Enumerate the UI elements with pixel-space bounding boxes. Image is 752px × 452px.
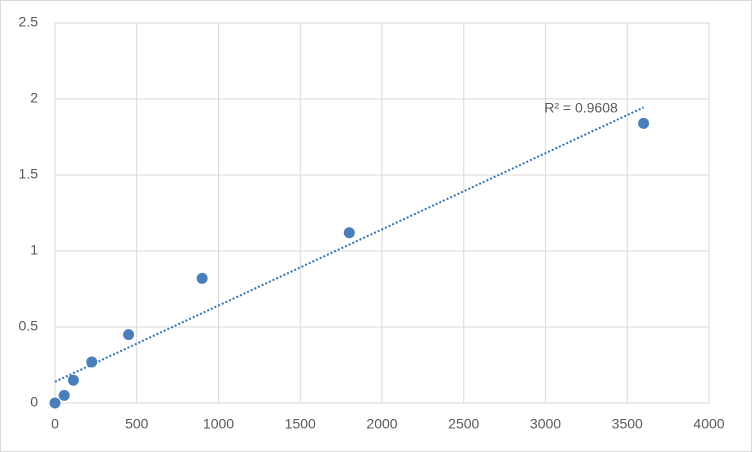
x-tick-label: 1000 (203, 416, 234, 432)
x-tick-label: 1500 (285, 416, 316, 432)
point (67, 374, 79, 386)
x-tick-label: 3500 (612, 416, 643, 432)
point (196, 272, 208, 284)
point (49, 397, 61, 409)
x-tick-label: 2500 (448, 416, 479, 432)
y-tick-label: 1.5 (19, 166, 39, 182)
point (638, 117, 650, 129)
x-tick-label: 3000 (530, 416, 561, 432)
point (86, 356, 98, 368)
point (123, 329, 135, 341)
x-tick-label: 0 (51, 416, 59, 432)
y-tick-label: 0.5 (19, 318, 39, 334)
y-tick-label: 1 (30, 242, 38, 258)
x-tick-label: 500 (125, 416, 149, 432)
y-tick-label: 0 (30, 394, 38, 410)
point (58, 389, 70, 401)
y-tick-label: 2.5 (19, 14, 39, 30)
x-tick-label: 2000 (366, 416, 397, 432)
y-tick-label: 2 (30, 90, 38, 106)
annotation: R² = 0.9608 (544, 100, 618, 116)
point (343, 227, 355, 239)
x-tick-label: 4000 (693, 416, 724, 432)
trendline (54, 106, 645, 383)
